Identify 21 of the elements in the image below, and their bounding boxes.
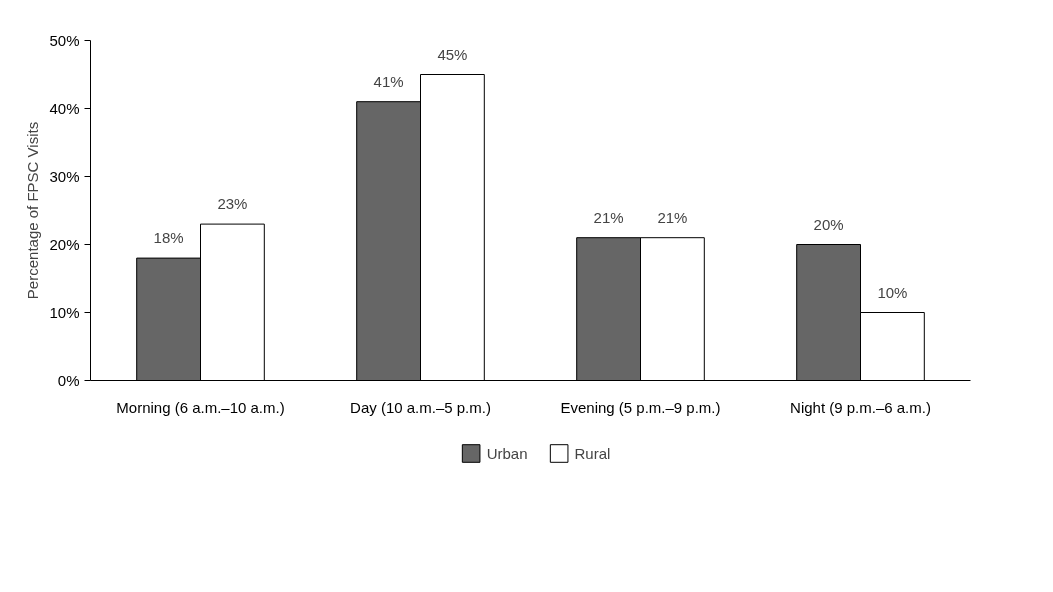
data-label: 18% — [153, 229, 184, 247]
data-label: 10% — [877, 283, 908, 301]
x-tick-label: Evening (5 p.m.–9 p.m.) — [560, 398, 721, 416]
y-tick-label: 30% — [49, 168, 80, 185]
legend-label: Urban — [486, 444, 528, 462]
data-label: 20% — [813, 215, 844, 233]
y-tick-label: 0% — [57, 372, 80, 389]
data-label: 21% — [593, 208, 624, 226]
legend-label: Rural — [574, 444, 611, 462]
x-tick-label: Night (9 p.m.–6 a.m.) — [790, 398, 931, 416]
x-tick-label: Day (10 a.m.–5 p.m.) — [350, 398, 491, 416]
y-tick-label: 10% — [49, 304, 80, 321]
data-label: 45% — [437, 45, 468, 63]
data-label: 21% — [657, 208, 688, 226]
y-tick-label: 40% — [49, 100, 80, 117]
y-axis-title: Percentage of FPSC Visits — [24, 121, 42, 300]
y-tick-label: 20% — [49, 236, 80, 253]
y-tick-label: 50% — [49, 32, 80, 49]
data-label: 41% — [373, 72, 404, 90]
data-label: 23% — [217, 195, 248, 213]
x-tick-label: Morning (6 a.m.–10 a.m.) — [116, 398, 285, 416]
